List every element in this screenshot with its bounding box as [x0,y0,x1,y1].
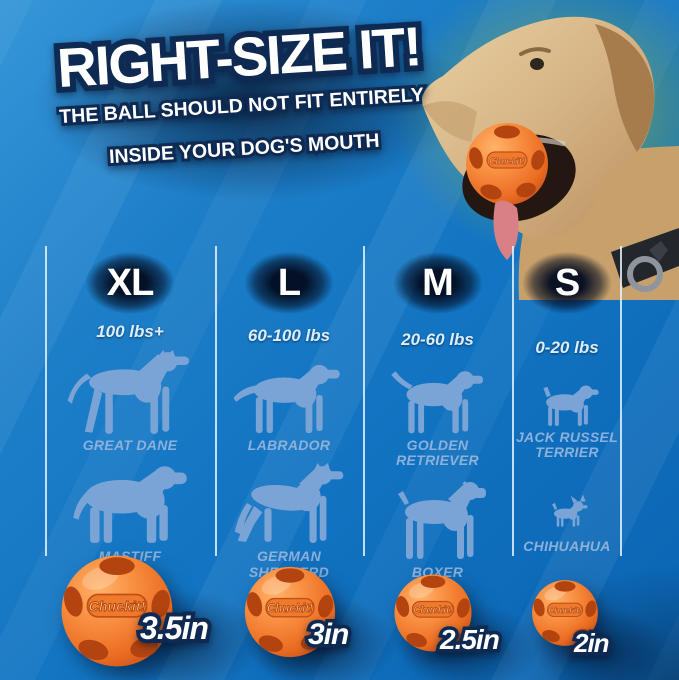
weight-range-s: 0-20 lbs [535,338,599,357]
ball-size-label: 3.5in 3.5in [136,606,213,650]
ball-logo-text: Chuckit! [413,605,453,616]
german-shepherd-silhouette [234,463,344,544]
ball-group-s: Chuckit! 2in 2in [530,552,613,662]
ball-group-l: Chuckit! 3in 3in [242,552,353,665]
photo-ball-logo-text: Chuckit! [489,156,525,166]
ball-group-xl: Chuckit! 3.5in 3.5in [58,552,213,675]
breed-label: GOLDEN RETRIEVER [396,437,479,469]
weight-range-xl: 100 lbs+ [96,322,164,341]
ball-logo-text: Chuckit! [548,605,582,615]
size-column-xl: XL 100 lbs+ GREAT DANE [47,244,213,565]
boxer-silhouette [397,480,486,559]
breed-label: GREAT DANE [82,437,178,453]
size-badge-m: M [381,244,494,322]
breed-label: LABRADOR [247,437,331,453]
dog-eye [530,58,544,70]
size-letter-xl: XL [106,261,155,304]
great-dane-silhouette [67,350,190,434]
size-badge-l: L [233,244,345,322]
labrador-silhouette [233,364,340,434]
ball-size-label: 2in 2in [571,625,613,662]
size-letter-m: M [422,261,454,304]
chihuahua-silhouette [552,494,588,527]
size-badge-s: S [511,244,623,322]
weight-range-l: 60-100 lbs [247,326,331,345]
jack-russel-terrier-silhouette [543,385,599,426]
mastiff-silhouette [73,466,187,544]
golden-retriever-silhouette [390,371,483,434]
ball-logo-text: Chuckit! [89,599,146,615]
ball-size-label: 2.5in 2.5in [437,621,504,659]
size-badge-xl: XL [74,244,186,322]
size-column-s: S 0-20 lbs JACK RUSSEL TERRIER [511,244,623,554]
weight-range-m: 20-60 lbs [401,330,474,349]
ball-logo-text: Chuckit! [267,603,313,615]
size-column-l: L 60-100 lbs LABRADOR [217,244,361,580]
ball-group-m: Chuckit! 2.5in 2.5in [392,552,503,659]
ball-size-label: 3in 3in [304,615,352,655]
size-letter-l: L [277,261,301,304]
size-letter-s: S [554,261,580,304]
breed-label: JACK RUSSEL TERRIER [515,429,619,461]
size-column-m: M 20-60 lbs GOLDEN RETRIEVER [365,244,510,580]
